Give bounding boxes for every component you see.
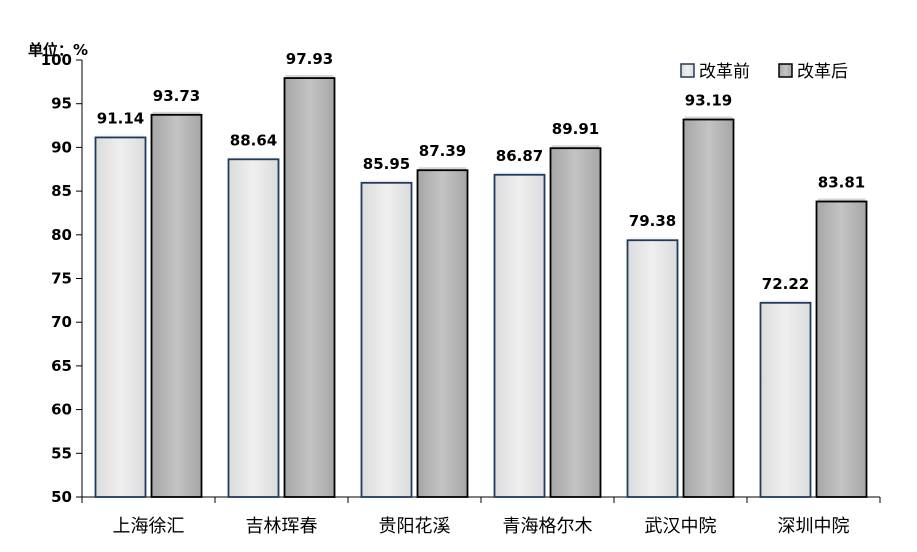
bar-after-3 [549, 147, 602, 498]
data-label: 83.81 [818, 174, 865, 192]
bar-shadow [96, 134, 145, 139]
legend-swatch-before [680, 63, 695, 78]
data-label: 89.91 [552, 120, 599, 138]
x-axis: 上海徐汇 吉林珲春 贵阳花溪 青海格尔木 武汉中院 深圳中院 [81, 496, 881, 537]
category-label: 贵阳花溪 [379, 516, 451, 537]
bar-shadow [761, 299, 810, 304]
y-tick-label: 85 [51, 182, 72, 200]
bar-after-2 [416, 169, 469, 498]
bar-after-0 [150, 113, 203, 498]
y-tick-label: 80 [51, 226, 72, 244]
bar-before-5 [759, 301, 812, 498]
data-label: 85.95 [363, 155, 410, 173]
category-label: 深圳中院 [778, 516, 850, 537]
bar-before-3 [493, 173, 546, 498]
legend-swatch-after [778, 63, 793, 78]
y-tick-label: 95 [51, 95, 72, 113]
bar-shadow [551, 145, 600, 150]
legend-label-after: 改革后 [797, 62, 848, 82]
legend-label-before: 改革前 [699, 62, 750, 82]
bar-before-2 [360, 181, 413, 498]
y-tick-label: 55 [51, 444, 72, 462]
data-label: 72.22 [762, 275, 809, 293]
y-tick-label: 75 [51, 270, 72, 288]
bar-shadow [229, 156, 278, 161]
data-label: 91.14 [97, 109, 144, 127]
y-tick-label: 70 [51, 313, 72, 331]
data-label: 87.39 [419, 142, 466, 160]
bar-shadow [495, 171, 544, 176]
category-label: 吉林珲春 [246, 516, 318, 537]
bar-shadow [285, 75, 334, 80]
category-label: 青海格尔木 [503, 516, 593, 537]
data-label: 88.64 [230, 131, 277, 149]
y-tick-label: 100 [41, 51, 72, 69]
category-label: 武汉中院 [645, 516, 717, 537]
data-label: 86.87 [496, 147, 543, 165]
data-label: 93.73 [153, 87, 200, 105]
legend: 改革前 改革后 [680, 62, 848, 82]
data-label: 79.38 [629, 212, 676, 230]
bar-after-5 [815, 200, 868, 498]
bar-shadow [684, 116, 733, 121]
bar-shadow [628, 237, 677, 242]
data-label: 97.93 [286, 50, 333, 68]
bar-shadow [817, 198, 866, 203]
y-tick-label: 50 [51, 488, 72, 506]
bars [94, 75, 868, 498]
bar-shadow [418, 167, 467, 172]
bar-shadow [152, 111, 201, 116]
data-label: 93.19 [685, 92, 732, 110]
bar-before-0 [94, 136, 147, 498]
unit-label: 单位：% [28, 41, 88, 59]
bar-after-4 [682, 118, 735, 498]
category-label: 上海徐汇 [113, 516, 185, 537]
y-tick-label: 90 [51, 138, 72, 156]
bar-shadow [362, 179, 411, 184]
bar-before-4 [626, 239, 679, 498]
y-axis: 50 55 60 65 70 75 80 85 90 95 100 [41, 51, 83, 506]
y-tick-label: 65 [51, 357, 72, 375]
bar-before-1 [227, 158, 280, 498]
data-labels: 91.14 88.64 85.95 86.87 79.38 72.22 93.73 97.93… [97, 50, 865, 293]
y-tick-label: 60 [51, 401, 72, 419]
bar-after-1 [283, 77, 336, 498]
